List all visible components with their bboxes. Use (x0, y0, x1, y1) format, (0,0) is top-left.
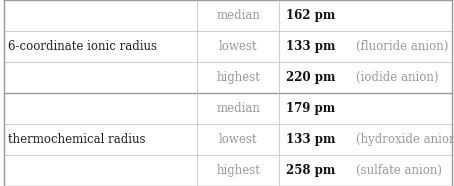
Text: lowest: lowest (219, 133, 257, 146)
Text: thermochemical radius: thermochemical radius (8, 133, 146, 146)
Text: (iodide anion): (iodide anion) (356, 71, 439, 84)
Text: lowest: lowest (219, 40, 257, 53)
Text: highest: highest (217, 164, 260, 177)
Text: median: median (217, 9, 260, 22)
Text: 162 pm: 162 pm (286, 9, 335, 22)
Text: 6-coordinate ionic radius: 6-coordinate ionic radius (8, 40, 157, 53)
Text: (sulfate anion): (sulfate anion) (356, 164, 442, 177)
Text: 220 pm: 220 pm (286, 71, 336, 84)
Text: (hydroxide anion): (hydroxide anion) (356, 133, 454, 146)
Text: highest: highest (217, 71, 260, 84)
Text: (fluoride anion): (fluoride anion) (356, 40, 449, 53)
Text: 133 pm: 133 pm (286, 133, 336, 146)
Text: 258 pm: 258 pm (286, 164, 335, 177)
Text: 179 pm: 179 pm (286, 102, 335, 115)
Text: median: median (217, 102, 260, 115)
Text: 133 pm: 133 pm (286, 40, 336, 53)
